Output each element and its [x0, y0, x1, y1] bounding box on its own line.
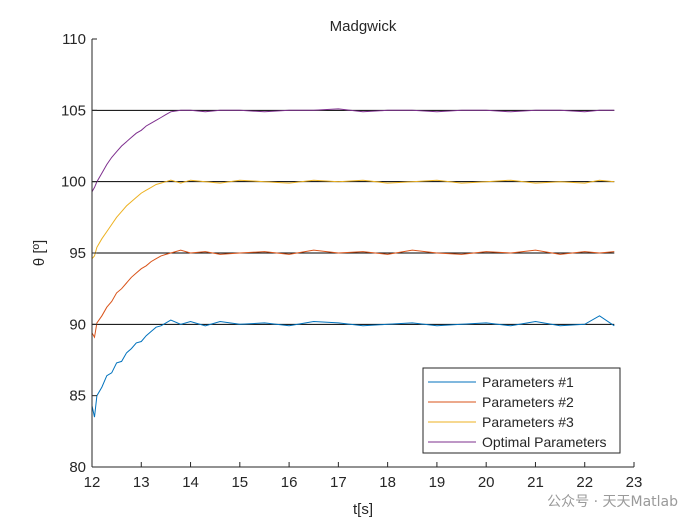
watermark: 公众号 · 天天Matlab	[547, 494, 678, 510]
y-tick-label: 80	[69, 459, 86, 476]
series-line-1	[91, 315, 615, 418]
legend-label: Parameters #2	[482, 394, 574, 410]
chart-title: Madgwick	[330, 18, 397, 35]
y-tick-label: 105	[61, 102, 86, 119]
x-tick-label: 22	[576, 474, 593, 491]
x-tick-label: 23	[626, 474, 643, 491]
series-line-2	[91, 249, 615, 339]
x-tick-label: 12	[84, 474, 101, 491]
legend-label: Parameters #1	[482, 374, 574, 390]
reference-lines	[92, 109, 615, 325]
y-axis-label: θ [º]	[31, 240, 48, 266]
y-ticks: 80 85 90 95 100 105 110	[61, 31, 97, 476]
y-tick-label: 90	[69, 316, 86, 333]
x-tick-label: 14	[182, 474, 199, 491]
x-tick-label: 19	[429, 474, 446, 491]
x-axis-label: t[s]	[353, 501, 373, 518]
legend-label: Parameters #3	[482, 414, 574, 430]
x-tick-label: 21	[527, 474, 544, 491]
legend: Parameters #1 Parameters #2 Parameters #3 O…	[422, 367, 621, 454]
x-tick-label: 18	[379, 474, 396, 491]
series-lines	[91, 108, 615, 418]
y-tick-label: 110	[62, 31, 86, 48]
series-line-3	[91, 179, 615, 260]
x-tick-label: 16	[281, 474, 298, 491]
y-tick-label: 95	[69, 245, 86, 262]
series-line-4	[91, 108, 615, 192]
y-tick-label: 85	[69, 388, 86, 405]
legend-label: Optimal Parameters	[482, 434, 606, 450]
x-ticks: 12 13 14 15 16 17 18 19 20 21 22 23	[84, 462, 643, 491]
x-tick-label: 13	[133, 474, 150, 491]
y-tick-label: 100	[61, 174, 86, 191]
x-tick-label: 15	[231, 474, 248, 491]
x-tick-label: 20	[478, 474, 495, 491]
x-tick-label: 17	[330, 474, 347, 491]
